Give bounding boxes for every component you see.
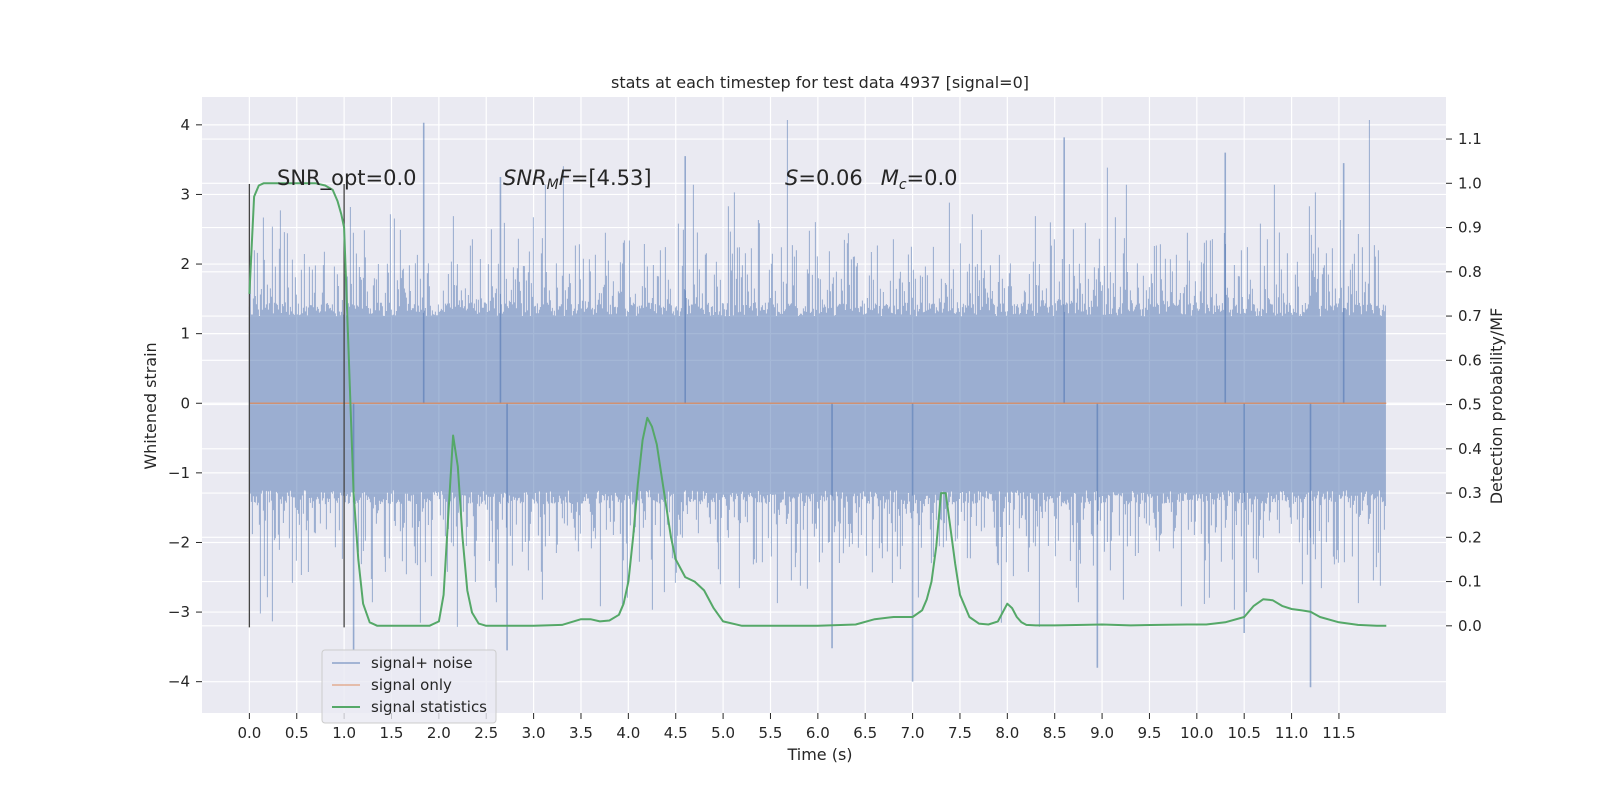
- series-signal-noise: [248, 120, 1386, 688]
- y-tick-label: 3: [180, 185, 190, 203]
- x-tick-label: 11.0: [1275, 724, 1308, 742]
- x-tick-label: 8.5: [1043, 724, 1067, 742]
- annotations: SNR_opt=0.0 SNRMF=[4.53] S=0.06 Mc=0.0: [277, 166, 958, 193]
- x-tick-label: 1.5: [380, 724, 404, 742]
- x-tick-label: 11.5: [1322, 724, 1355, 742]
- y-tick-label: −3: [168, 603, 190, 621]
- marker-lines: [248, 184, 345, 628]
- y2-axis-label: Detection probability/MF: [1487, 308, 1506, 505]
- x-tick-label: 10.0: [1180, 724, 1213, 742]
- y2-tick-label: 0.2: [1458, 528, 1482, 546]
- y-tick-label: 0: [180, 394, 190, 412]
- y2-tick-label: 0.7: [1458, 307, 1482, 325]
- chart-title: stats at each timestep for test data 493…: [611, 73, 1029, 92]
- x-tick-label: 9.0: [1090, 724, 1114, 742]
- legend-entry: signal only: [371, 676, 452, 694]
- x-tick-label: 0.0: [237, 724, 261, 742]
- y-tick-label: 1: [180, 325, 190, 343]
- y2-tick-label: 0.6: [1458, 351, 1482, 369]
- x-tick-label: 7.5: [948, 724, 972, 742]
- y-axis-right: 1.1 1.0 0.9 0.8 0.7 0.6 0.5 0.4 0.3 0.2 0.1 0.0: [1446, 130, 1482, 635]
- y-tick-label: 2: [180, 255, 190, 273]
- x-tick-label: 7.0: [901, 724, 925, 742]
- y2-tick-label: 0.4: [1458, 440, 1482, 458]
- y-axis-left: 4 3 2 1 0 −1 −2 −3 −4: [168, 116, 202, 691]
- y-tick-label: −4: [168, 673, 190, 691]
- y2-tick-label: 0.9: [1458, 219, 1482, 237]
- x-tick-label: 1.0: [332, 724, 356, 742]
- y-tick-label: 4: [180, 116, 190, 134]
- y2-tick-label: 0.8: [1458, 263, 1482, 281]
- x-tick-label: 3.0: [522, 724, 546, 742]
- annotation-stat-mc: S=0.06 Mc=0.0: [785, 166, 958, 193]
- x-axis: 0.0 0.5 1.0 1.5 2.0 2.5 3.0 3.5 4.0 4.5 5.0 5.5 6.0 6…: [237, 713, 1356, 742]
- annotation-snr-mf: SNRMF=[4.53]: [503, 166, 652, 193]
- y2-tick-label: 0.3: [1458, 484, 1482, 502]
- x-tick-label: 10.5: [1227, 724, 1260, 742]
- y2-tick-label: 0.1: [1458, 573, 1482, 591]
- y2-tick-label: 1.1: [1458, 130, 1482, 148]
- x-tick-label: 3.5: [569, 724, 593, 742]
- x-tick-label: 4.0: [616, 724, 640, 742]
- x-tick-label: 5.5: [759, 724, 783, 742]
- y2-tick-label: 0.0: [1458, 617, 1482, 635]
- annotation-snr-opt: SNR_opt=0.0: [277, 166, 417, 191]
- x-axis-label: Time (s): [786, 745, 852, 764]
- x-tick-label: 6.5: [853, 724, 877, 742]
- y2-tick-label: 0.5: [1458, 396, 1482, 414]
- x-tick-label: 4.5: [664, 724, 688, 742]
- x-tick-label: 6.0: [806, 724, 830, 742]
- x-tick-label: 0.5: [285, 724, 309, 742]
- legend-box: [321, 649, 497, 724]
- x-tick-label: 5.0: [711, 724, 735, 742]
- x-tick-label: 2.5: [474, 724, 498, 742]
- x-tick-label: 8.0: [995, 724, 1019, 742]
- y2-tick-label: 1.0: [1458, 174, 1482, 192]
- y-axis-label: Whitened strain: [141, 342, 160, 469]
- series-signal-statistics: [248, 182, 1387, 627]
- x-tick-label: 9.5: [1138, 724, 1162, 742]
- y-tick-label: −2: [168, 533, 190, 551]
- legend-entry: signal+ noise: [371, 654, 473, 672]
- legend: signal+ noise signal only signal statistic…: [321, 649, 497, 724]
- legend-entry: signal statistics: [371, 698, 487, 716]
- y-tick-label: −1: [168, 464, 190, 482]
- statistics-line: [248, 182, 1387, 627]
- x-tick-label: 2.0: [427, 724, 451, 742]
